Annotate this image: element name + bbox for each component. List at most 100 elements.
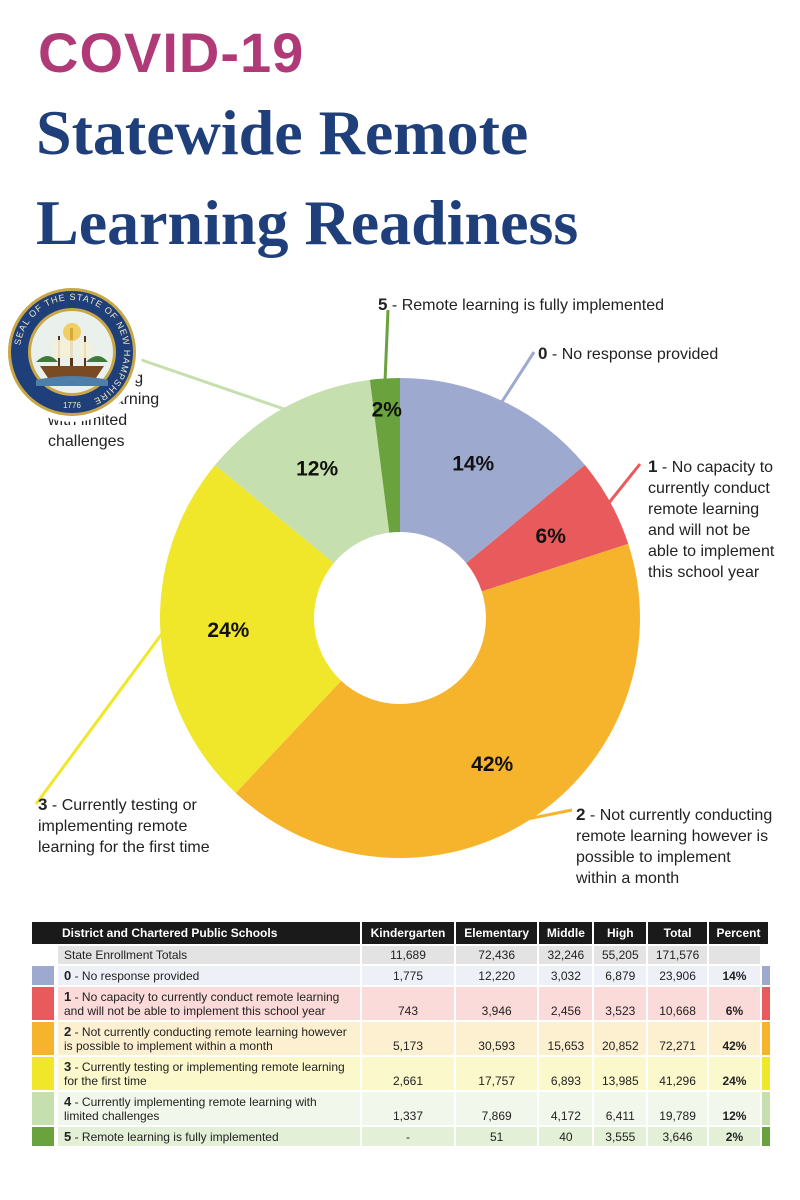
table-row: 1 - No capacity to currently conduct rem… [32, 987, 770, 1020]
slice-percent-label-0: 14% [452, 452, 494, 475]
title-statewide-remote: Statewide Remote [36, 97, 529, 168]
totals-total: 171,576 [648, 946, 709, 964]
totals-end-spacer [762, 946, 770, 964]
table-row: 3 - Currently testing or implementing re… [32, 1057, 770, 1090]
slice-percent-label-1: 6% [536, 525, 567, 548]
row-desc-text: - Currently testing or implementing remo… [64, 1060, 345, 1088]
enrollment-table: District and Chartered Public Schools Ki… [32, 920, 770, 1148]
row-code: 1 [64, 989, 72, 1004]
donut-chart-svg: 14% 6% 42% 24% 12% 2% [34, 309, 642, 858]
totals-row: State Enrollment Totals 11,689 72,436 32… [32, 946, 770, 964]
table-row: 2 - Not currently conducting remote lear… [32, 1022, 770, 1055]
legend-label-5: 5 - Remote learning is fully implemented [378, 295, 665, 314]
cell-percent: 12% [708, 1092, 762, 1125]
row-description: 1 - No capacity to currently conduct rem… [58, 987, 362, 1020]
title-covid: COVID-19 [38, 21, 305, 84]
leader-line-3 [34, 632, 164, 805]
cell-middle: 6,893 [539, 1057, 595, 1090]
row-color-swatch [32, 1022, 58, 1055]
row-code: 5 [64, 1129, 72, 1144]
cell-elementary: 7,869 [455, 1092, 540, 1125]
header-percent: Percent [708, 922, 770, 944]
cell-elementary: 3,946 [455, 987, 540, 1020]
new-hampshire-seal: SEAL OF THE STATE OF NEW HAMPSHIRE 1776 [2, 282, 142, 422]
row-desc-text: - Not currently conducting remote learni… [64, 1025, 347, 1053]
cell-high: 6,879 [594, 966, 649, 985]
slice-percent-label-4: 12% [296, 457, 338, 480]
pie-slice-2 [235, 543, 641, 858]
cell-high: 13,985 [594, 1057, 649, 1090]
header-elementary: Elementary [455, 922, 540, 944]
slice-percent-label-2: 42% [471, 753, 513, 776]
row-desc-text: - Currently implementing remote learning… [64, 1095, 317, 1123]
row-end-swatch [762, 987, 770, 1020]
header-kindergarten: Kindergarten [362, 922, 456, 944]
row-end-swatch [762, 1022, 770, 1055]
row-end-swatch [762, 1127, 770, 1146]
row-code: 0 [64, 968, 72, 983]
header-middle: Middle [539, 922, 595, 944]
row-description: 5 - Remote learning is fully implemented [58, 1127, 362, 1146]
cell-total: 72,271 [648, 1022, 709, 1055]
pie-slice-4 [215, 379, 390, 564]
legend-label-0: 0 - No response provided [538, 344, 719, 363]
row-description: 3 - Currently testing or implementing re… [58, 1057, 362, 1090]
cell-high: 20,852 [594, 1022, 649, 1055]
cell-percent: 24% [708, 1057, 762, 1090]
row-color-swatch [32, 1092, 58, 1125]
row-end-swatch [762, 1057, 770, 1090]
cell-kindergarten: - [362, 1127, 456, 1146]
table-header-row: District and Chartered Public Schools Ki… [32, 922, 770, 944]
cell-kindergarten: 2,661 [362, 1057, 456, 1090]
cell-middle: 15,653 [539, 1022, 595, 1055]
cell-kindergarten: 743 [362, 987, 456, 1020]
row-desc-text: - No response provided [71, 969, 200, 983]
table-row: 5 - Remote learning is fully implemented… [32, 1127, 770, 1146]
header-district: District and Chartered Public Schools [32, 922, 362, 944]
row-code: 4 [64, 1094, 72, 1109]
totals-spacer [32, 946, 58, 964]
cell-percent: 42% [708, 1022, 762, 1055]
table-row: 0 - No response provided 1,775 12,220 3,032… [32, 966, 770, 985]
cell-middle: 40 [539, 1127, 595, 1146]
row-end-swatch [762, 1092, 770, 1125]
row-code: 2 [64, 1024, 72, 1039]
leader-line-4 [129, 354, 286, 411]
cell-total: 19,789 [648, 1092, 709, 1125]
cell-kindergarten: 5,173 [362, 1022, 456, 1055]
row-description: 0 - No response provided [58, 966, 362, 985]
legend-label-3: 3 - Currently testing or implementing re… [38, 795, 210, 856]
cell-percent: 6% [708, 987, 762, 1020]
cell-total: 3,646 [648, 1127, 709, 1146]
cell-percent: 14% [708, 966, 762, 985]
header-high: High [594, 922, 649, 944]
legend-label-2: 2 - Not currently conducting remote lear… [576, 805, 773, 887]
leader-line-2 [527, 808, 573, 821]
totals-high: 55,205 [594, 946, 649, 964]
pie-slice-3 [159, 465, 342, 793]
totals-label: State Enrollment Totals [58, 946, 362, 964]
row-color-swatch [32, 1127, 58, 1146]
row-description: 4 - Currently implementing remote learni… [58, 1092, 362, 1125]
totals-kindergarten: 11,689 [362, 946, 456, 964]
cell-kindergarten: 1,775 [362, 966, 456, 985]
cell-middle: 2,456 [539, 987, 595, 1020]
slice-percent-label-3: 24% [207, 619, 249, 642]
cell-elementary: 51 [455, 1127, 540, 1146]
cell-kindergarten: 1,337 [362, 1092, 456, 1125]
totals-elementary: 72,436 [455, 946, 540, 964]
leader-line-5 [383, 309, 390, 381]
seal-year: 1776 [63, 401, 81, 410]
title-learning-readiness: Learning Readiness [36, 187, 579, 258]
pie-slice-5 [369, 378, 400, 533]
cell-elementary: 30,593 [455, 1022, 540, 1055]
row-code: 3 [64, 1059, 72, 1074]
cell-elementary: 17,757 [455, 1057, 540, 1090]
pie-slice-1 [466, 465, 629, 592]
cell-middle: 3,032 [539, 966, 595, 985]
totals-middle: 32,246 [539, 946, 595, 964]
table-row: 4 - Currently implementing remote learni… [32, 1092, 770, 1125]
pie-slice-0 [400, 378, 585, 564]
cell-high: 6,411 [594, 1092, 649, 1125]
row-desc-text: - No capacity to currently conduct remot… [64, 990, 340, 1018]
